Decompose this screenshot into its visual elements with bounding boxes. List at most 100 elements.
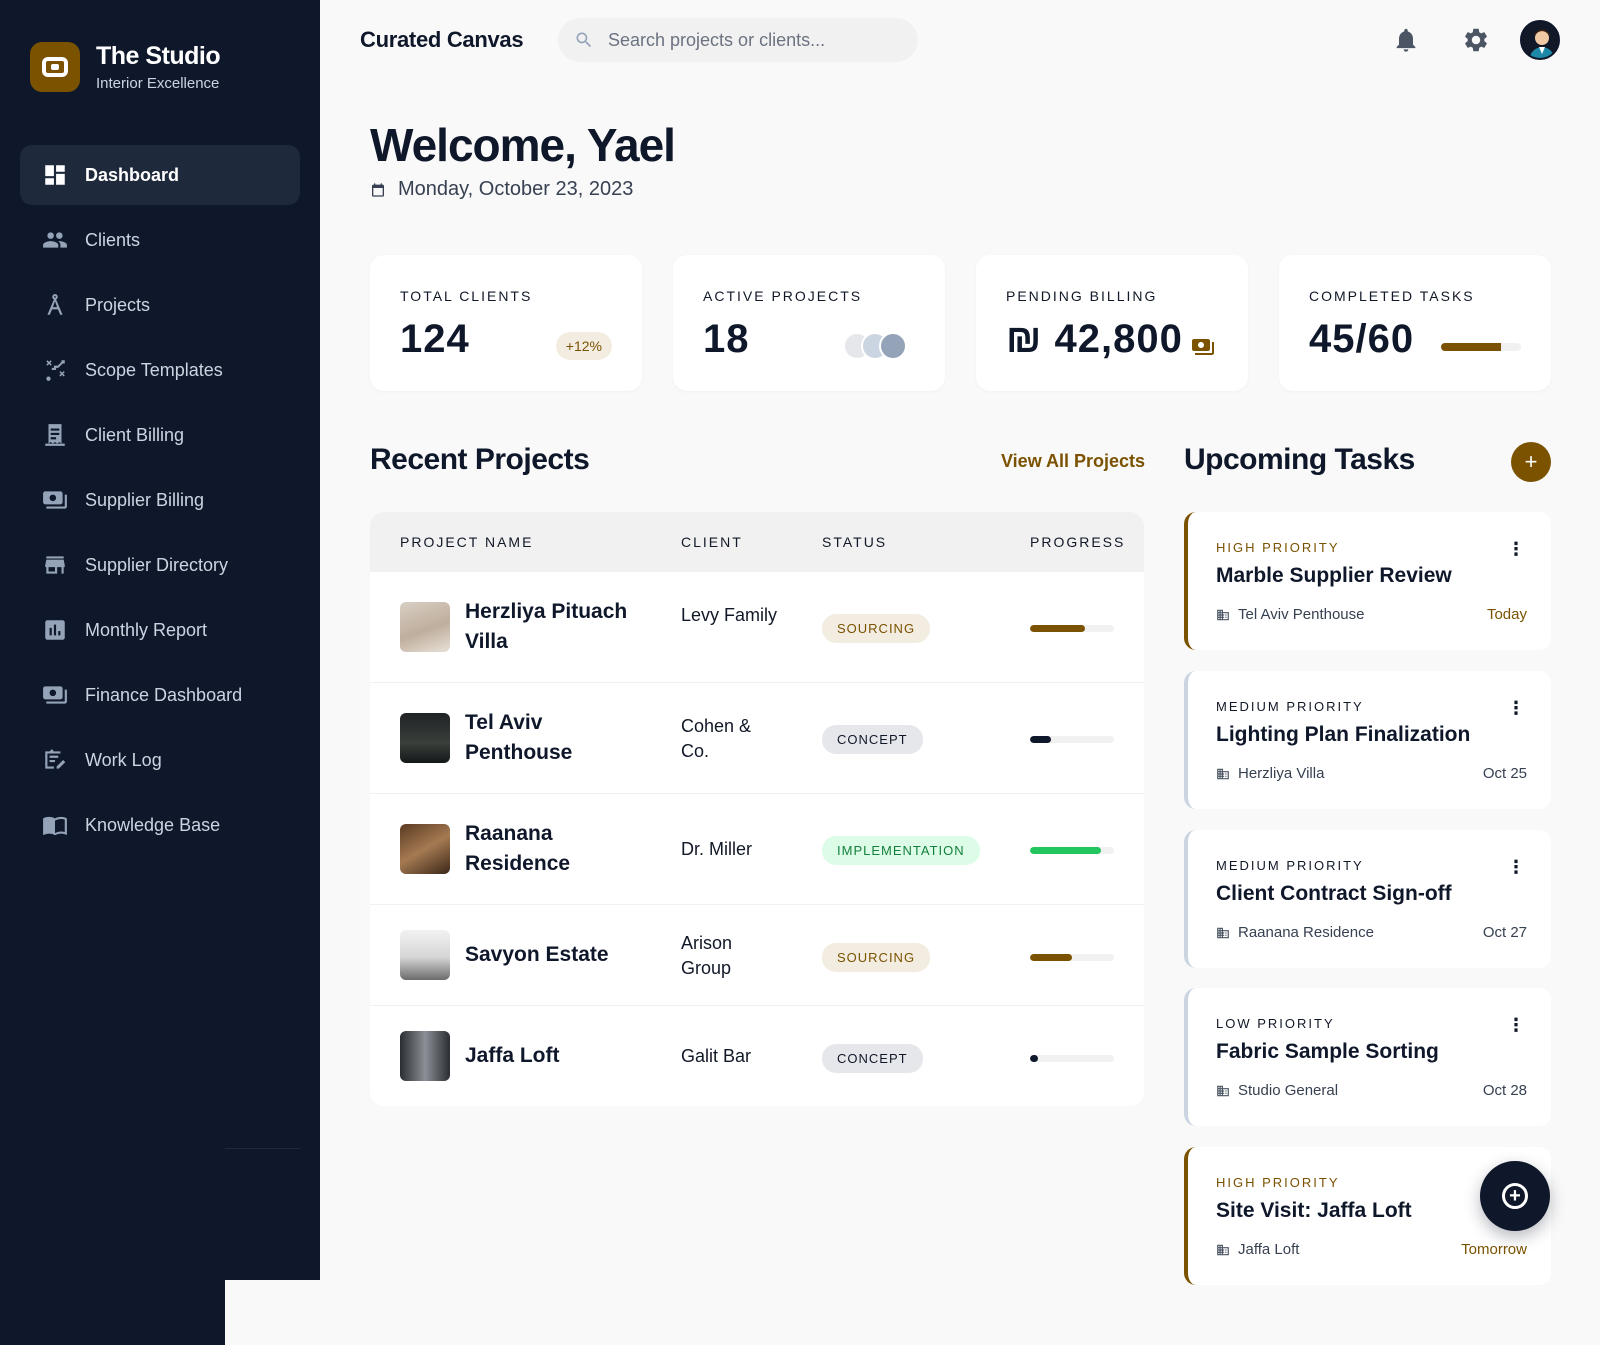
project-thumbnail bbox=[400, 1031, 450, 1081]
sidebar-item-label: Supplier Directory bbox=[85, 554, 229, 575]
sidebar-item-work-log[interactable]: Work Log bbox=[20, 730, 300, 790]
task-project-name: Raanana Residence bbox=[1238, 924, 1374, 941]
more-options-icon[interactable]: ⋮ bbox=[1507, 539, 1525, 559]
sidebar-item-label: Scope Templates bbox=[85, 359, 223, 380]
sidebar-item-supplier-directory[interactable]: Supplier Directory bbox=[20, 535, 300, 595]
status-badge: SOURCING bbox=[822, 614, 931, 643]
building-icon bbox=[1217, 609, 1229, 620]
search-box[interactable] bbox=[558, 18, 918, 62]
top-bar: Curated Canvas bbox=[320, 0, 1600, 82]
bell-icon bbox=[1396, 28, 1416, 52]
sidebar-item-knowledge-base[interactable]: Knowledge Base bbox=[20, 795, 300, 855]
sidebar-item-label: Knowledge Base bbox=[85, 814, 221, 835]
task-project-name: Tel Aviv Penthouse bbox=[1238, 606, 1365, 623]
task-card[interactable]: HIGH PRIORITY ⋮ Marble Supplier Review T… bbox=[1184, 512, 1551, 650]
sidebar-item-projects[interactable]: Projects bbox=[20, 275, 300, 335]
client-name: Cohen & Co. bbox=[681, 716, 752, 761]
stat-value: 45/60 bbox=[1309, 317, 1415, 361]
avatar[interactable] bbox=[1520, 20, 1560, 60]
view-all-projects-link[interactable]: View All Projects bbox=[1001, 451, 1146, 471]
stat-card-completed-tasks[interactable]: COMPLETED TASKS 45/60 bbox=[1279, 255, 1551, 391]
page-title: Welcome, Yael bbox=[370, 119, 676, 171]
add-task-button[interactable]: + bbox=[1511, 442, 1551, 482]
users-icon bbox=[41, 226, 69, 254]
progress-bar bbox=[1030, 625, 1114, 632]
payments-icon bbox=[41, 681, 69, 709]
gear-icon bbox=[1465, 28, 1487, 52]
sidebar-item-label: Finance Dashboard bbox=[85, 684, 243, 705]
task-project-name: Herzliya Villa bbox=[1238, 765, 1325, 782]
task-title: Fabric Sample Sorting bbox=[1216, 1040, 1439, 1063]
user-avatar-icon bbox=[1522, 22, 1558, 58]
task-project-name: Studio General bbox=[1238, 1082, 1339, 1099]
table-row[interactable]: Savyon Estate Arison Group SOURCING bbox=[370, 905, 1144, 1006]
task-title: Lighting Plan Finalization bbox=[1216, 723, 1471, 746]
column-header[interactable]: STATUS bbox=[822, 534, 888, 550]
table-row[interactable]: Tel Aviv Penthouse Cohen & Co. CONCEPT bbox=[370, 683, 1144, 794]
sidebar-item-finance-dashboard[interactable]: Finance Dashboard bbox=[20, 665, 300, 725]
team-avatars bbox=[843, 332, 913, 360]
stat-value: ₪ 42,800 bbox=[1006, 317, 1183, 361]
progress-bar bbox=[1030, 954, 1114, 961]
more-options-icon[interactable]: ⋮ bbox=[1507, 857, 1525, 877]
stat-card-active-projects[interactable]: ACTIVE PROJECTS 18 bbox=[673, 255, 945, 391]
dashboard-icon bbox=[41, 161, 69, 189]
sidebar-item-scope-templates[interactable]: Scope Templates bbox=[20, 340, 300, 400]
sidebar-item-clients[interactable]: Clients bbox=[20, 210, 300, 270]
column-header[interactable]: CLIENT bbox=[681, 534, 743, 550]
task-due-date: Today bbox=[1486, 606, 1527, 623]
tasks-progress-fill bbox=[1441, 343, 1501, 351]
more-options-icon[interactable]: ⋮ bbox=[1507, 698, 1525, 718]
table-row[interactable]: Raanana Residence Dr. Miller IMPLEMENTAT… bbox=[370, 794, 1144, 905]
project-name: Herzliya Pituach Villa bbox=[465, 600, 628, 653]
brand[interactable]: The Studio Interior Excellence bbox=[30, 42, 221, 92]
date-line: Monday, October 23, 2023 bbox=[370, 178, 633, 201]
task-project: Tel Aviv Penthouse bbox=[1216, 606, 1364, 623]
route-icon bbox=[41, 356, 69, 384]
sidebar-footer bbox=[0, 1280, 225, 1345]
stat-card-total-clients[interactable]: TOTAL CLIENTS 124 +12% bbox=[370, 255, 642, 391]
notifications-button[interactable] bbox=[1390, 24, 1422, 56]
task-project-name: Jaffa Loft bbox=[1238, 1241, 1300, 1258]
projects-table: PROJECT NAME CLIENT STATUS PROGRESS Herz… bbox=[370, 512, 1144, 1106]
building-icon bbox=[1217, 768, 1229, 779]
sidebar-item-label: Client Billing bbox=[85, 424, 185, 445]
task-card[interactable]: MEDIUM PRIORITY ⋮ Client Contract Sign-o… bbox=[1184, 830, 1551, 968]
chart-icon bbox=[41, 616, 69, 644]
search-icon bbox=[576, 32, 592, 48]
stat-label: PENDING BILLING bbox=[1006, 288, 1158, 304]
sidebar-item-client-billing[interactable]: Client Billing bbox=[20, 405, 300, 465]
status-badge: CONCEPT bbox=[822, 1044, 923, 1073]
search-input[interactable] bbox=[608, 29, 888, 51]
progress-fill bbox=[1030, 1055, 1039, 1062]
stat-label: ACTIVE PROJECTS bbox=[703, 288, 863, 304]
settings-button[interactable] bbox=[1460, 24, 1492, 56]
sidebar-item-label: Supplier Billing bbox=[85, 489, 205, 510]
task-due-date: Tomorrow bbox=[1461, 1241, 1527, 1258]
stat-value: 124 bbox=[400, 317, 470, 361]
task-due-date: Oct 28 bbox=[1482, 1082, 1527, 1099]
sidebar-item-monthly-report[interactable]: Monthly Report bbox=[20, 600, 300, 660]
more-options-icon[interactable]: ⋮ bbox=[1507, 1015, 1525, 1035]
compass-icon bbox=[41, 291, 69, 319]
column-header[interactable]: PROGRESS bbox=[1030, 534, 1126, 550]
receipt-icon bbox=[41, 421, 69, 449]
table-row[interactable]: Jaffa Loft Galit Bar CONCEPT bbox=[370, 1006, 1144, 1106]
task-card[interactable]: LOW PRIORITY ⋮ Fabric Sample Sorting Stu… bbox=[1184, 988, 1551, 1126]
task-card[interactable]: MEDIUM PRIORITY ⋮ Lighting Plan Finaliza… bbox=[1184, 671, 1551, 809]
sidebar-item-dashboard[interactable]: Dashboard bbox=[20, 145, 300, 205]
progress-bar bbox=[1030, 847, 1114, 854]
task-project: Jaffa Loft bbox=[1216, 1241, 1299, 1258]
column-header[interactable]: PROJECT NAME bbox=[400, 534, 534, 550]
floating-add-button[interactable]: + bbox=[1480, 1161, 1550, 1231]
book-icon bbox=[41, 811, 69, 839]
table-row[interactable]: Herzliya Pituach Villa Levy Family SOURC… bbox=[370, 572, 1144, 683]
client-name: Arison Group bbox=[681, 933, 733, 978]
sidebar-item-supplier-billing[interactable]: Supplier Billing bbox=[20, 470, 300, 530]
team-avatar bbox=[879, 332, 907, 360]
store-icon bbox=[41, 551, 69, 579]
client-name: Galit Bar bbox=[681, 1046, 752, 1066]
stat-card-pending-billing[interactable]: PENDING BILLING ₪ 42,800 bbox=[976, 255, 1248, 391]
project-thumbnail bbox=[400, 824, 450, 874]
sidebar-divider bbox=[225, 1148, 300, 1149]
